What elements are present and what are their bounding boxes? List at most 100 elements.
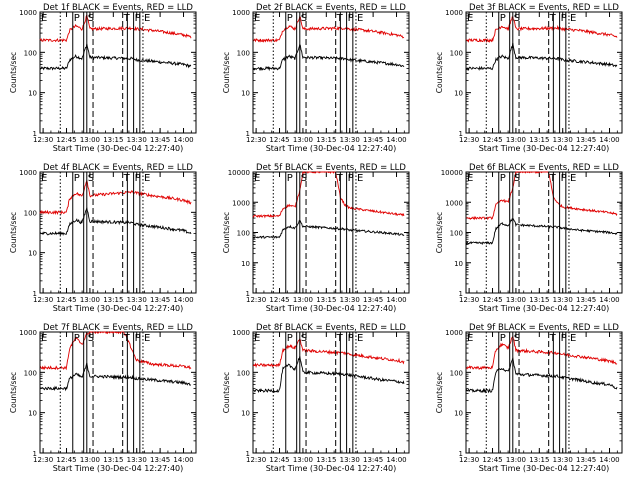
marker-label: E <box>467 173 473 184</box>
chart-title: Det 7f BLACK = Events, RED = LLD <box>43 323 193 333</box>
chart-title: Det 4f BLACK = Events, RED = LLD <box>43 163 193 173</box>
y-tick-label: 1 <box>33 290 37 298</box>
marker-label: P <box>135 13 141 24</box>
series-line-events <box>465 356 618 394</box>
y-tick-label: 100 <box>24 209 37 217</box>
y-tick-label: 10 <box>241 260 250 268</box>
x-axis-label: Start Time (30-Dec-04 12:27:40) <box>266 464 397 473</box>
marker-label: E <box>357 173 363 184</box>
x-tick-label: 13:30 <box>553 296 573 304</box>
plot-frame <box>252 331 410 454</box>
chart-panel-8: Det 8f BLACK = Events, RED = LLD Start Ti… <box>222 323 410 473</box>
marker-label: P <box>287 333 293 344</box>
marker-label: E <box>570 173 576 184</box>
chart-title: Det 1f BLACK = Events, RED = LLD <box>43 3 193 13</box>
marker-label: P <box>74 173 80 184</box>
series-line-lld <box>465 171 618 221</box>
y-tick-label: 10 <box>241 90 250 98</box>
marker-label: E <box>570 333 576 344</box>
x-axis-label: Start Time (30-Dec-04 12:27:40) <box>479 144 610 153</box>
x-tick-label: 13:45 <box>576 296 596 304</box>
x-tick-label: 12:45 <box>482 456 502 464</box>
x-axis-label: Start Time (30-Dec-04 12:27:40) <box>53 464 184 473</box>
chart-title: Det 5f BLACK = Events, RED = LLD <box>256 163 406 173</box>
y-tick-label: 100 <box>24 49 37 57</box>
marker-label: P <box>500 173 506 184</box>
chart-panel-6: Det 6f BLACK = Events, RED = LLD Start Ti… <box>435 163 623 313</box>
x-tick-label: 12:45 <box>56 456 76 464</box>
x-tick-label: 14:00 <box>386 456 406 464</box>
marker-label: P <box>287 173 293 184</box>
chart-panel-7: Det 7f BLACK = Events, RED = LLD Start Ti… <box>9 323 197 473</box>
chart-title: Det 2f BLACK = Events, RED = LLD <box>256 3 406 13</box>
x-tick-label: 13:00 <box>506 296 526 304</box>
marker-label: T <box>549 173 557 184</box>
marker-label: S <box>88 333 94 344</box>
series-line-lld <box>39 13 192 43</box>
x-tick-label: 12:45 <box>269 456 289 464</box>
plot-frame <box>39 11 197 134</box>
y-tick-label: 1 <box>246 130 250 138</box>
series-line-lld <box>465 16 618 44</box>
x-tick-label: 13:00 <box>80 456 100 464</box>
y-axis-label: Counts/sec <box>222 372 231 413</box>
y-tick-label: 10 <box>28 90 37 98</box>
x-tick-label: 13:30 <box>553 456 573 464</box>
marker-label: E <box>254 13 260 24</box>
x-tick-label: 13:00 <box>506 456 526 464</box>
y-tick-label: 1000 <box>445 329 463 337</box>
marker-label: T <box>123 13 131 24</box>
marker-label: E <box>144 173 150 184</box>
marker-label: P <box>500 13 506 24</box>
x-tick-label: 13:15 <box>316 136 336 144</box>
x-tick-label: 13:15 <box>103 296 123 304</box>
x-tick-label: 12:45 <box>482 296 502 304</box>
marker-label: T <box>549 13 557 24</box>
y-tick-label: 10 <box>454 90 463 98</box>
series-line-lld <box>39 331 192 371</box>
marker-label: T <box>123 173 131 184</box>
marker-label: E <box>144 333 150 344</box>
y-tick-label: 100 <box>237 49 250 57</box>
series-line-events <box>39 43 192 71</box>
chart-panel-9: Det 9f BLACK = Events, RED = LLD Start Ti… <box>435 323 623 473</box>
marker-label: E <box>254 173 260 184</box>
x-tick-label: 13:45 <box>150 296 170 304</box>
marker-label: E <box>41 333 47 344</box>
marker-label: S <box>301 333 307 344</box>
x-tick-label: 14:00 <box>173 456 193 464</box>
x-tick-label: 13:30 <box>340 456 360 464</box>
x-axis-label: Start Time (30-Dec-04 12:27:40) <box>53 304 184 313</box>
y-tick-label: 100 <box>450 230 463 238</box>
y-tick-label: 1 <box>246 290 250 298</box>
marker-label: P <box>74 333 80 344</box>
x-tick-label: 12:45 <box>56 136 76 144</box>
plot-frame <box>39 171 197 294</box>
x-tick-label: 14:00 <box>599 456 619 464</box>
x-tick-label: 14:00 <box>386 136 406 144</box>
marker-label: P <box>561 173 567 184</box>
chart-title: Det 8f BLACK = Events, RED = LLD <box>256 323 406 333</box>
series-line-events <box>252 43 405 72</box>
marker-label: E <box>357 333 363 344</box>
y-tick-label: 100 <box>24 369 37 377</box>
x-tick-label: 12:45 <box>482 136 502 144</box>
chart-panel-2: Det 2f BLACK = Events, RED = LLD Start Ti… <box>222 3 410 153</box>
y-tick-label: 10 <box>28 250 37 258</box>
x-tick-label: 13:30 <box>127 456 147 464</box>
marker-label: E <box>467 13 473 24</box>
x-tick-label: 14:00 <box>599 296 619 304</box>
series-line-events <box>252 219 405 240</box>
marker-label: E <box>41 13 47 24</box>
marker-label: S <box>301 13 307 24</box>
marker-label: T <box>336 173 344 184</box>
marker-label: E <box>570 13 576 24</box>
x-tick-label: 14:00 <box>599 136 619 144</box>
x-tick-label: 13:30 <box>340 136 360 144</box>
x-tick-label: 13:45 <box>576 136 596 144</box>
x-tick-label: 13:15 <box>103 456 123 464</box>
marker-label: S <box>301 173 307 184</box>
x-tick-label: 12:30 <box>246 296 266 304</box>
x-tick-label: 12:45 <box>269 136 289 144</box>
